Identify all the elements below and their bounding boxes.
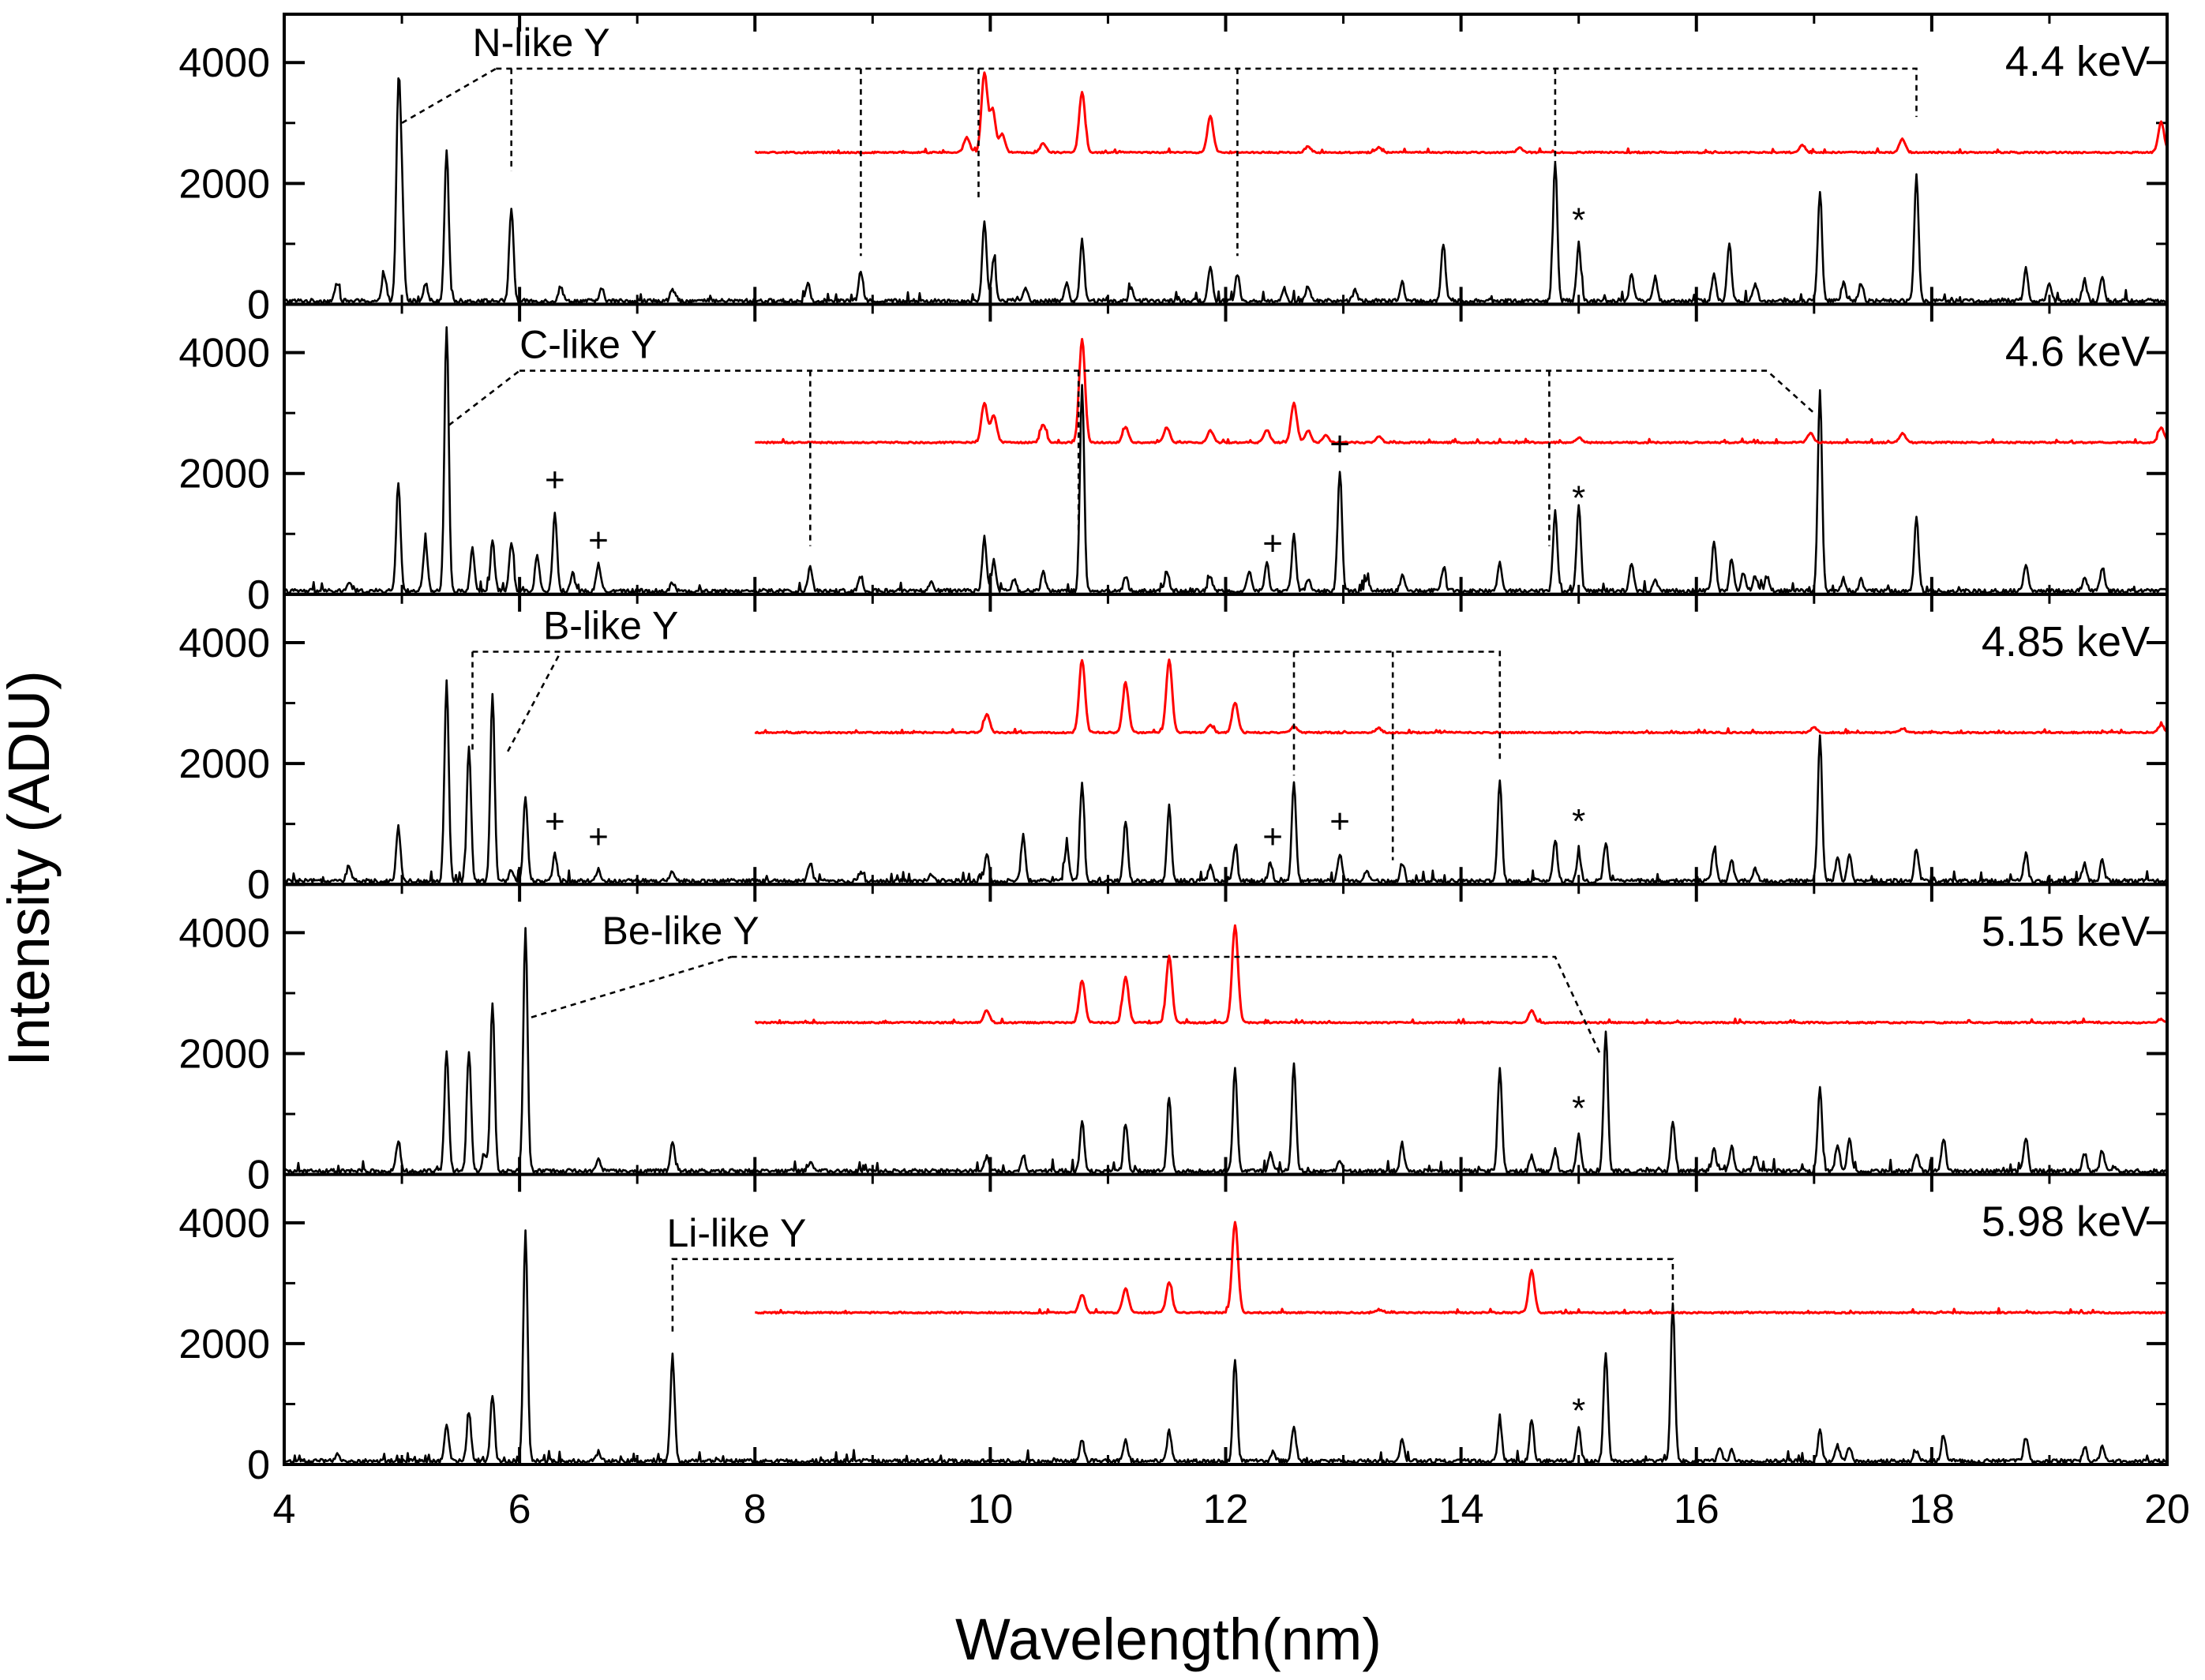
y-tick-label: 4000 xyxy=(178,621,270,666)
simulated-spectrum-line xyxy=(755,338,2169,444)
panel-frame xyxy=(283,1172,2169,1466)
panel-1: 0 2000 4000 * 4.4 keV N-like Y xyxy=(178,14,2169,328)
measured-spectrum-line xyxy=(283,679,2168,884)
panel-5: 0 2000 4000 * 5.98 keV Li-like Y xyxy=(178,1174,2169,1488)
energy-label: 4.85 keV xyxy=(1982,618,2150,666)
star-marker: * xyxy=(1572,802,1585,841)
y-tick-label: 2000 xyxy=(178,741,270,787)
energy-label: 4.6 keV xyxy=(2005,328,2150,375)
x-tick-label: 12 xyxy=(1203,1487,1249,1532)
x-axis: 4 6 8 10 12 14 16 18 20 xyxy=(273,1487,2190,1532)
y-tick-label: 0 xyxy=(247,572,270,618)
plus-marker: + xyxy=(1262,817,1283,856)
panel-3: 0 2000 4000 + + + + * 4.85 keV B-like Y xyxy=(178,594,2169,908)
star-marker: * xyxy=(1572,479,1585,518)
star-marker: * xyxy=(1572,201,1585,240)
star-marker: * xyxy=(1572,1089,1585,1128)
y-tick-label: 0 xyxy=(247,862,270,908)
plus-marker: + xyxy=(1329,425,1350,463)
y-tick-label: 2000 xyxy=(178,1032,270,1078)
y-tick-label: 4000 xyxy=(178,910,270,956)
panels-layer: 0 2000 4000 * 4.4 keV N-like Y 0 2000 4000 + + + + * 4… xyxy=(178,14,2169,1488)
plus-marker: + xyxy=(588,817,609,856)
star-marker: * xyxy=(1572,1391,1585,1430)
guide-dashed-line xyxy=(519,369,1815,414)
energy-label: 5.98 keV xyxy=(1982,1198,2150,1246)
y-tick-label: 4000 xyxy=(178,1201,270,1247)
simulated-spectrum-line xyxy=(755,1221,2168,1315)
ion-label: N-like Y xyxy=(473,21,610,65)
simulated-spectrum-line xyxy=(754,71,2169,155)
measured-spectrum-line xyxy=(283,1229,2168,1464)
x-tick-label: 18 xyxy=(1909,1487,1955,1532)
panel-2: 0 2000 4000 + + + + * 4.6 keV C-like Y xyxy=(178,304,2169,618)
y-axis-title: Intensity (ADU) xyxy=(0,670,62,1067)
x-tick-label: 4 xyxy=(273,1487,296,1532)
guide-dashed-line xyxy=(472,651,1502,764)
y-tick-label: 0 xyxy=(247,282,270,328)
guide-dashed-line xyxy=(531,955,732,1018)
y-tick-label: 0 xyxy=(247,1442,270,1488)
simulated-spectrum-line xyxy=(754,658,2167,735)
guide-dashed-line xyxy=(731,955,1601,1055)
panel-frame xyxy=(283,883,2169,1176)
ion-label: Be-like Y xyxy=(602,909,759,953)
energy-label: 5.15 keV xyxy=(1982,908,2150,955)
measured-spectrum-line xyxy=(283,326,2168,594)
guide-dashed-line xyxy=(401,67,497,124)
plus-marker: + xyxy=(1329,802,1350,841)
guide-dashed-line xyxy=(448,369,520,426)
y-tick-label: 4000 xyxy=(178,331,270,377)
guide-dashed-line xyxy=(507,651,562,752)
plus-marker: + xyxy=(545,461,565,500)
y-tick-label: 2000 xyxy=(178,452,270,497)
simulated-spectrum-line xyxy=(754,924,2168,1025)
panel-4: 0 2000 4000 * 5.15 keV Be-like Y xyxy=(178,884,2169,1198)
energy-label: 4.4 keV xyxy=(2005,38,2150,85)
ion-label: Li-like Y xyxy=(666,1211,806,1255)
y-tick-label: 0 xyxy=(247,1153,270,1198)
x-tick-label: 20 xyxy=(2144,1487,2190,1532)
y-tick-label: 4000 xyxy=(178,40,270,86)
x-tick-label: 14 xyxy=(1438,1487,1484,1532)
x-tick-label: 10 xyxy=(967,1487,1013,1532)
plus-marker: + xyxy=(545,802,565,841)
measured-spectrum-line xyxy=(283,77,2169,305)
guide-dashed-line xyxy=(496,67,1918,118)
plus-marker: + xyxy=(1262,524,1283,563)
x-tick-label: 8 xyxy=(744,1487,767,1532)
x-tick-label: 16 xyxy=(1674,1487,1719,1532)
x-tick-label: 6 xyxy=(508,1487,531,1532)
ion-label: B-like Y xyxy=(543,604,678,648)
plus-marker: + xyxy=(588,521,609,560)
ion-label: C-like Y xyxy=(519,323,657,367)
y-tick-label: 2000 xyxy=(178,161,270,207)
guide-dashed-line xyxy=(671,1258,1674,1332)
frame-layer xyxy=(283,13,2169,1466)
measured-spectrum-line xyxy=(283,927,2168,1175)
y-tick-label: 2000 xyxy=(178,1322,270,1367)
x-axis-title: Wavelength(nm) xyxy=(955,1607,1382,1672)
